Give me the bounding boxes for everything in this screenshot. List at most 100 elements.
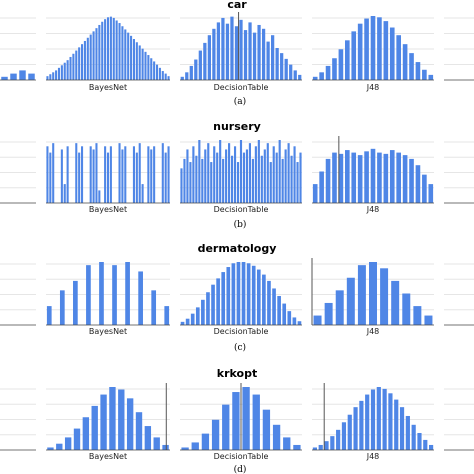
bar	[132, 146, 135, 203]
panel-DecisionTable: DecisionTable	[180, 383, 302, 461]
bar	[192, 146, 195, 203]
panel-BayesNet: BayesNet	[46, 16, 170, 92]
bar	[135, 412, 143, 450]
bar	[213, 146, 216, 203]
panel-J48: J48	[311, 258, 434, 336]
chart-row-krkopt: krkopt BayesNet DecisionTable J48 (d)	[0, 367, 474, 474]
bar	[234, 26, 239, 81]
bar	[267, 280, 271, 325]
bar	[104, 146, 107, 203]
bar	[422, 69, 427, 80]
bar	[275, 152, 278, 203]
bar	[345, 150, 350, 203]
bar	[89, 146, 92, 203]
bar	[335, 290, 344, 325]
bar	[63, 184, 66, 203]
bar	[293, 70, 297, 80]
bar	[359, 400, 364, 450]
bar	[293, 444, 301, 450]
bar	[216, 278, 220, 325]
bar	[281, 158, 284, 203]
bar	[248, 143, 251, 203]
bar	[78, 47, 81, 80]
bar	[257, 140, 260, 203]
bar	[222, 158, 225, 203]
bar	[118, 389, 125, 450]
panel-J48: J48	[312, 16, 434, 92]
bar	[19, 70, 26, 80]
bar	[271, 35, 275, 80]
bar	[95, 28, 98, 80]
bar	[364, 18, 369, 81]
bar	[382, 388, 387, 450]
bar	[109, 387, 116, 450]
bar	[422, 174, 427, 203]
bar	[1, 76, 8, 80]
bar	[236, 162, 240, 203]
bar	[370, 148, 376, 203]
bar	[57, 67, 61, 80]
bar	[377, 17, 382, 81]
bar	[212, 28, 216, 80]
bar	[345, 40, 350, 80]
bar	[86, 265, 91, 325]
bar	[49, 152, 52, 203]
bar	[324, 441, 329, 450]
bar	[112, 265, 117, 325]
bar	[189, 65, 193, 80]
bar	[391, 280, 400, 325]
bar	[383, 153, 389, 203]
bar	[248, 22, 252, 80]
bar	[330, 436, 335, 450]
chart-row-nursery: nursery BayesNet DecisionTable J48 (b)	[0, 120, 474, 230]
bar	[413, 306, 422, 325]
bar	[153, 437, 160, 450]
bar	[357, 155, 363, 203]
bar	[351, 152, 357, 203]
panel-DecisionTable: DecisionTable	[180, 12, 302, 92]
bar	[72, 53, 75, 80]
chart-title: nursery	[213, 120, 261, 133]
bar	[312, 76, 318, 80]
bar	[164, 152, 167, 203]
bar	[383, 21, 389, 80]
bar	[130, 35, 133, 80]
bar	[150, 58, 153, 80]
bar	[402, 44, 408, 80]
bar	[138, 45, 141, 80]
bar	[183, 158, 186, 203]
bar	[207, 35, 211, 80]
chart-row-dermatology: dermatology BayesNet DecisionTable J48 (c)	[0, 242, 474, 353]
bar	[313, 315, 322, 325]
bar	[280, 53, 284, 80]
bar	[69, 56, 72, 80]
bar	[141, 48, 144, 80]
panel-edge-0	[0, 17, 36, 81]
bar	[46, 146, 49, 203]
bar	[186, 149, 189, 203]
bar	[272, 146, 275, 203]
bar	[428, 184, 434, 203]
bar	[211, 419, 220, 450]
bar	[73, 428, 81, 450]
bar	[423, 439, 428, 450]
bar	[299, 152, 302, 203]
bar	[290, 155, 293, 203]
bar	[263, 149, 266, 203]
bar	[370, 16, 376, 80]
bar	[138, 271, 143, 325]
panel-BayesNet: BayesNet	[46, 383, 170, 461]
bar	[52, 72, 55, 80]
bar	[231, 155, 234, 203]
x-axis-label: BayesNet	[89, 205, 127, 214]
bar	[424, 315, 433, 325]
bar	[91, 405, 98, 450]
subfigure-caption: (a)	[234, 96, 246, 107]
bar	[127, 32, 130, 80]
panel-edge-4	[444, 263, 474, 326]
bar	[106, 17, 110, 81]
bar	[332, 152, 337, 203]
bar	[203, 42, 207, 80]
bar	[411, 424, 416, 450]
bar	[153, 146, 156, 203]
